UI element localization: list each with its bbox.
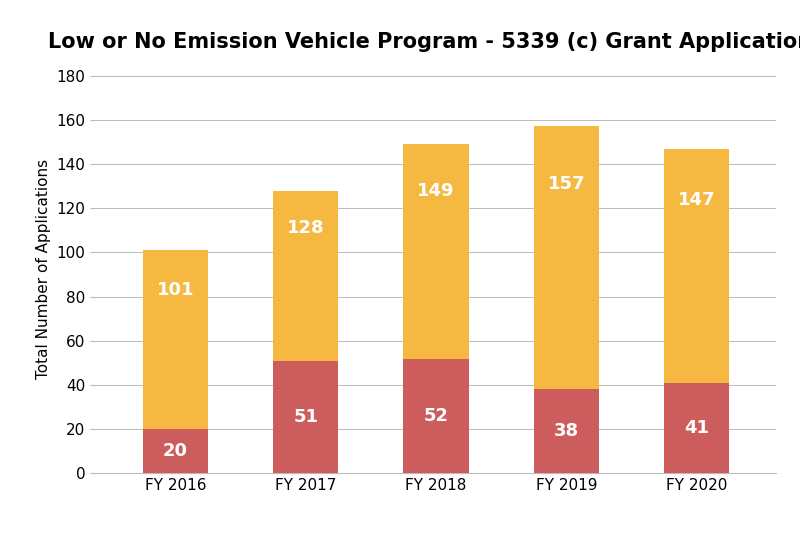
Text: 52: 52 bbox=[423, 407, 449, 425]
Bar bbox=[143, 250, 208, 429]
Bar bbox=[664, 148, 729, 383]
Text: 149: 149 bbox=[418, 182, 454, 200]
Text: 38: 38 bbox=[554, 422, 579, 441]
Text: 147: 147 bbox=[678, 191, 715, 209]
Bar bbox=[403, 358, 469, 473]
Y-axis label: Total Number of Applications: Total Number of Applications bbox=[36, 159, 51, 379]
Text: 20: 20 bbox=[163, 442, 188, 461]
Bar bbox=[143, 429, 208, 473]
Title: Low or No Emission Vehicle Program - 5339 (c) Grant Applications: Low or No Emission Vehicle Program - 533… bbox=[48, 32, 800, 52]
Text: 157: 157 bbox=[547, 175, 585, 193]
Bar bbox=[664, 383, 729, 473]
Text: 101: 101 bbox=[157, 281, 194, 299]
Bar bbox=[273, 360, 338, 473]
Bar bbox=[534, 390, 599, 473]
Text: 128: 128 bbox=[287, 219, 325, 237]
Bar bbox=[403, 144, 469, 358]
Bar bbox=[273, 190, 338, 360]
Bar bbox=[534, 126, 599, 390]
Text: 51: 51 bbox=[294, 408, 318, 426]
Text: 41: 41 bbox=[684, 419, 709, 437]
